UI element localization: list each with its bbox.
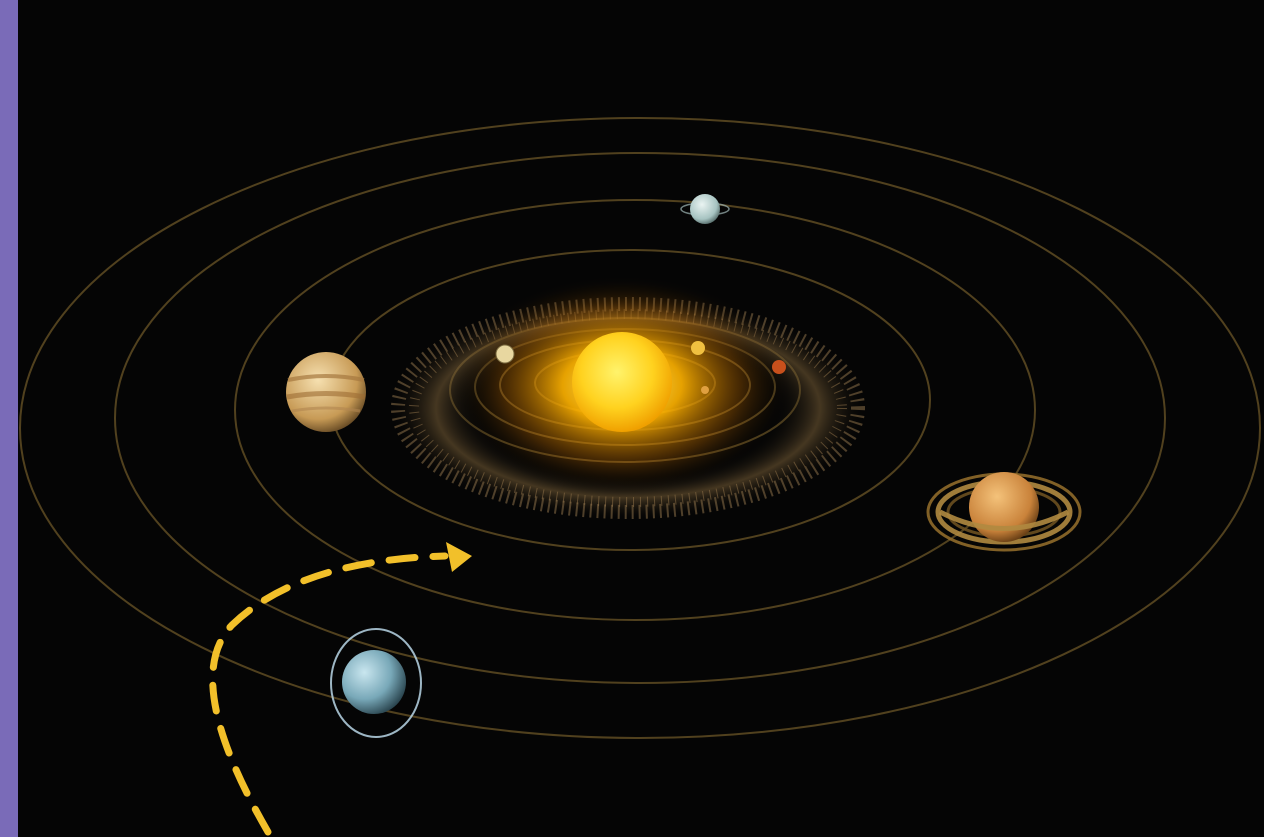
jupiter-icon xyxy=(286,352,366,432)
orbit-uranus xyxy=(114,152,1166,684)
orbit-neptune xyxy=(19,117,1261,739)
mercury-icon xyxy=(495,344,515,364)
orbit-saturn xyxy=(234,199,1036,621)
highlight-ring-icon xyxy=(330,628,422,738)
earth-icon xyxy=(701,386,709,394)
mars-icon xyxy=(772,360,786,374)
venus-icon xyxy=(691,341,705,355)
saturn-icon xyxy=(926,472,1082,552)
dashed-trajectory-arrow-icon xyxy=(209,542,472,836)
left-color-band xyxy=(0,0,18,837)
sun-icon xyxy=(452,275,792,495)
neptune-icon xyxy=(342,650,406,714)
uranus-icon xyxy=(680,194,730,224)
